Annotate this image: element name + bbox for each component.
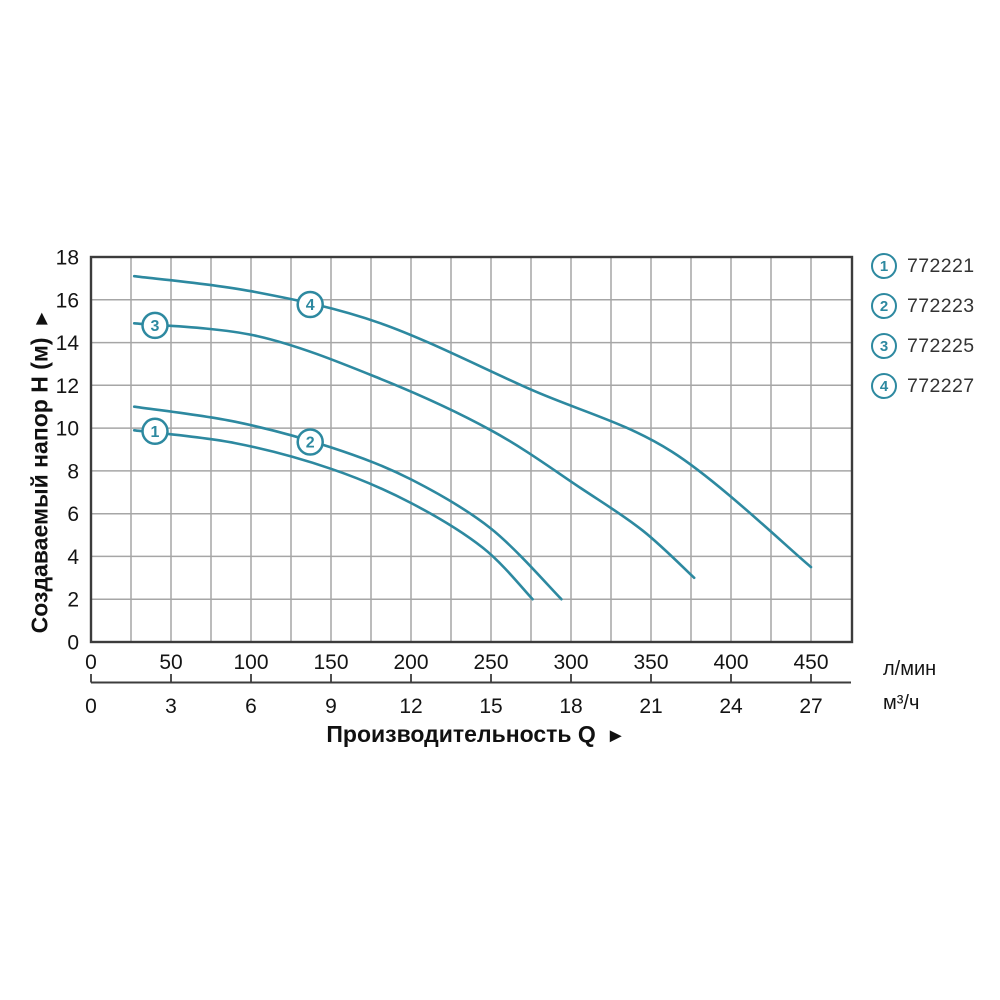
secondary-axis-unit-label: м³/ч [883, 692, 920, 714]
svg-text:4: 4 [67, 546, 79, 569]
svg-text:8: 8 [67, 460, 79, 483]
legend-marker-circle-4: 4 [871, 373, 897, 399]
svg-text:9: 9 [325, 695, 337, 718]
svg-text:15: 15 [479, 695, 502, 718]
svg-text:10: 10 [56, 418, 79, 441]
svg-text:200: 200 [393, 651, 428, 674]
legend-label-4: 772227 [907, 374, 975, 397]
svg-text:2: 2 [306, 435, 315, 452]
svg-text:450: 450 [793, 651, 828, 674]
svg-text:0: 0 [85, 695, 97, 718]
svg-text:18: 18 [56, 247, 79, 270]
svg-text:1: 1 [151, 424, 160, 441]
svg-text:0: 0 [67, 632, 79, 655]
legend-item-3: 3 772225 [871, 333, 974, 359]
svg-text:14: 14 [56, 332, 80, 355]
svg-text:3: 3 [165, 695, 177, 718]
svg-text:24: 24 [719, 695, 743, 718]
legend-item-1: 1 772221 [871, 253, 974, 279]
svg-text:0: 0 [85, 651, 97, 674]
svg-text:150: 150 [313, 651, 348, 674]
svg-text:6: 6 [245, 695, 257, 718]
legend-marker-circle-1: 1 [871, 253, 897, 279]
svg-text:12: 12 [399, 695, 422, 718]
legend-label-3: 772225 [907, 334, 975, 357]
svg-text:18: 18 [559, 695, 582, 718]
right-arrow-icon: ► [605, 725, 626, 747]
svg-text:3: 3 [151, 318, 160, 335]
up-arrow-icon: ► [30, 308, 53, 329]
primary-axis-unit-label: л/мин [883, 658, 937, 680]
x-axis-title-text: Производительность Q [326, 721, 596, 747]
svg-text:2: 2 [67, 589, 79, 612]
legend-label-1: 772221 [907, 254, 975, 277]
legend: 1 772221 2 772223 3 772225 4 772227 [871, 253, 974, 399]
svg-text:300: 300 [553, 651, 588, 674]
svg-text:27: 27 [799, 695, 822, 718]
svg-text:100: 100 [233, 651, 268, 674]
svg-text:6: 6 [67, 503, 79, 526]
legend-item-4: 4 772227 [871, 373, 974, 399]
y-axis-title-text: Создаваемый напор H (м) [26, 337, 53, 634]
svg-text:250: 250 [473, 651, 508, 674]
svg-text:21: 21 [639, 695, 662, 718]
legend-item-2: 2 772223 [871, 293, 974, 319]
svg-text:16: 16 [56, 289, 79, 312]
svg-text:50: 50 [159, 651, 182, 674]
y-axis-title: Создаваемый напор H (м) ► [27, 309, 54, 634]
legend-marker-circle-2: 2 [871, 293, 897, 319]
svg-text:12: 12 [56, 375, 79, 398]
svg-text:350: 350 [633, 651, 668, 674]
legend-marker-circle-3: 3 [871, 333, 897, 359]
x-axis-title: Производительность Q ► [326, 721, 625, 748]
legend-label-2: 772223 [907, 294, 975, 317]
svg-text:4: 4 [306, 297, 315, 314]
svg-text:400: 400 [713, 651, 748, 674]
